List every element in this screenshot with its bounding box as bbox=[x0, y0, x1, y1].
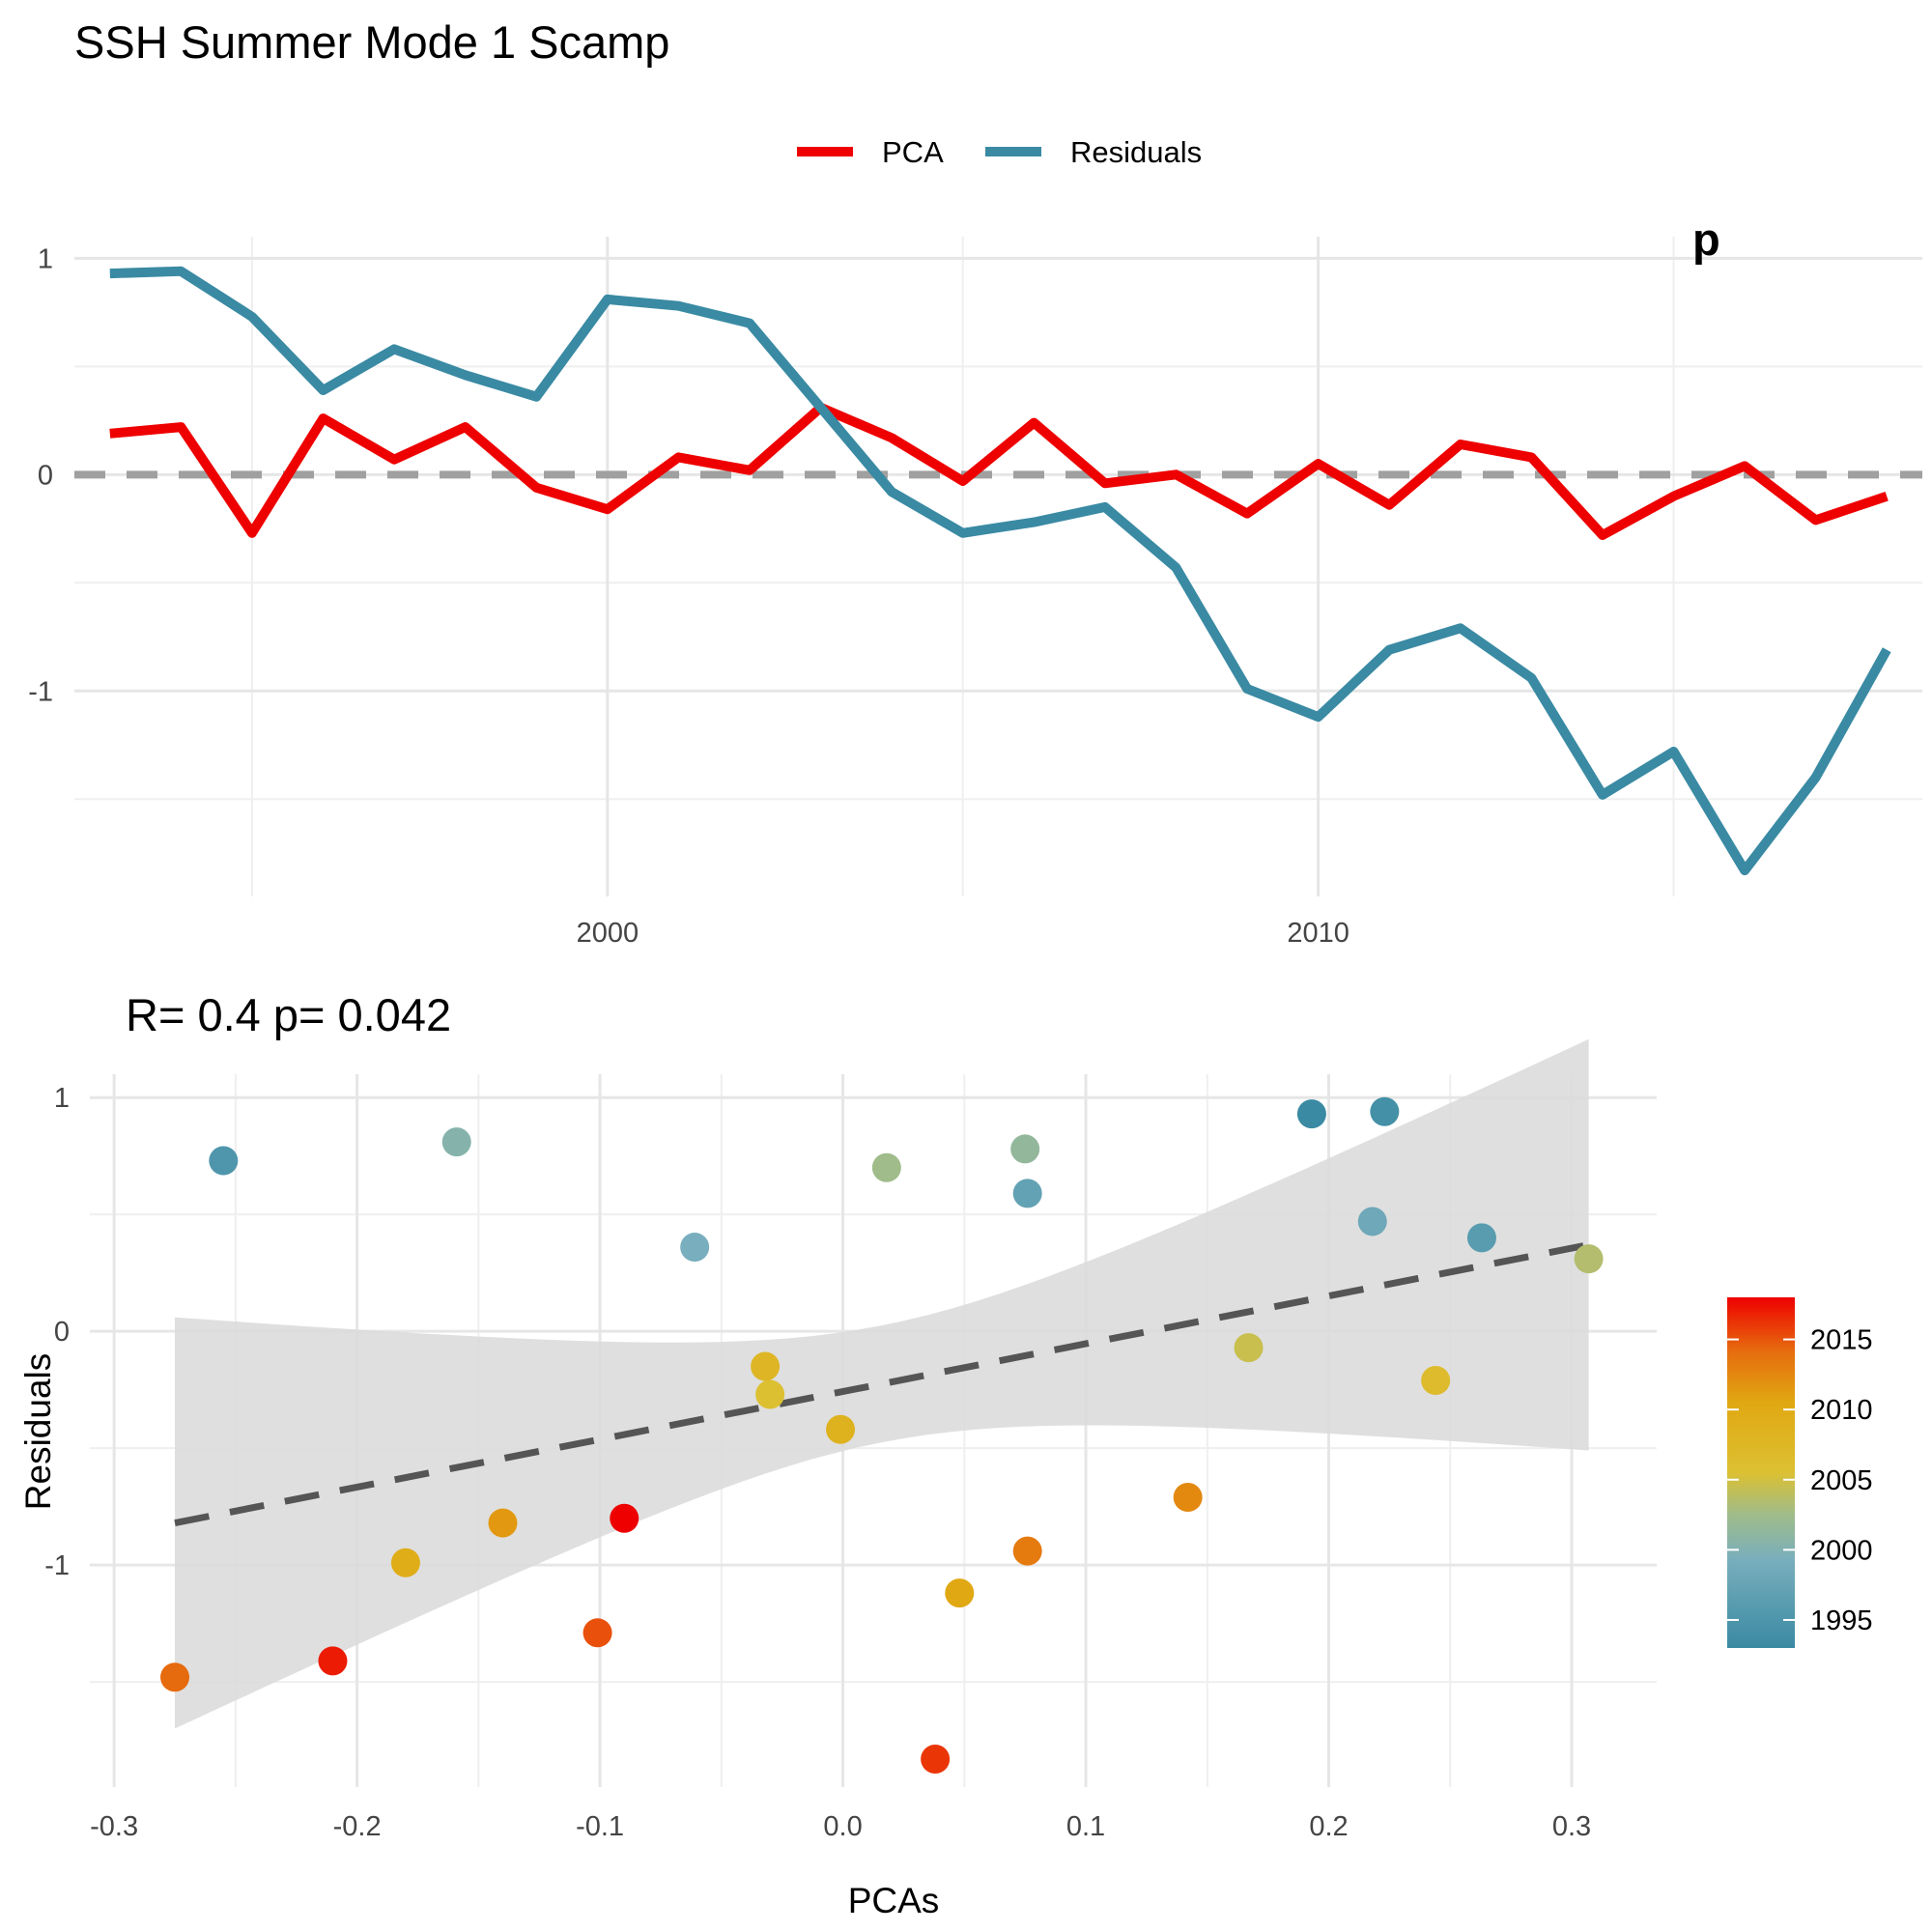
scatter-point bbox=[1574, 1244, 1604, 1274]
x-tick-label: 2010 bbox=[1287, 918, 1350, 949]
color-scale-label: 2000 bbox=[1810, 1535, 1873, 1566]
scatter-point bbox=[610, 1503, 639, 1533]
scatter-point bbox=[1173, 1482, 1203, 1512]
scatter-points bbox=[160, 1096, 1604, 1774]
color-scale-label: 2005 bbox=[1810, 1465, 1873, 1496]
color-scale-legend: 2015 2010 2005 2000 1995 bbox=[1727, 1297, 1873, 1648]
color-scale-label: 1995 bbox=[1810, 1605, 1873, 1636]
y-tick-label: 0 bbox=[38, 460, 53, 491]
color-scale-label: 2010 bbox=[1810, 1395, 1873, 1426]
scatter-subtitle: R= 0.4 p= 0.042 bbox=[126, 989, 451, 1040]
scatter-point bbox=[1234, 1333, 1264, 1363]
time-series-panel: 1 0 -1 2000 2010 p bbox=[28, 213, 1922, 949]
y-tick-label: -1 bbox=[44, 1550, 70, 1581]
top-gridlines bbox=[74, 237, 1922, 896]
series-lines bbox=[109, 266, 1891, 876]
scatter-point bbox=[1012, 1179, 1042, 1208]
scatter-point bbox=[390, 1548, 420, 1577]
scatter-point bbox=[826, 1414, 856, 1444]
scatter-point bbox=[1010, 1134, 1040, 1164]
legend-label-pca: PCA bbox=[882, 135, 944, 169]
scatter-point bbox=[441, 1127, 471, 1157]
y-tick-label: -1 bbox=[28, 676, 53, 707]
x-tick-label: 0.1 bbox=[1066, 1811, 1105, 1842]
legend-label-residuals: Residuals bbox=[1070, 135, 1202, 169]
color-scale-ticks: 2015 2010 2005 2000 1995 bbox=[1727, 1325, 1873, 1636]
scatter-point bbox=[1421, 1365, 1451, 1395]
scatter-point bbox=[755, 1379, 785, 1409]
y-tick-label: 0 bbox=[54, 1317, 70, 1348]
scatter-point bbox=[921, 1744, 951, 1774]
x-tick-label: -0.2 bbox=[333, 1811, 382, 1842]
trend-line bbox=[174, 1241, 1590, 1527]
scatter-point bbox=[871, 1152, 901, 1182]
scatter-point bbox=[1357, 1207, 1387, 1236]
confidence-band bbox=[175, 1038, 1589, 1729]
scatter-point bbox=[1296, 1099, 1326, 1129]
scatter-point bbox=[209, 1146, 239, 1176]
top-x-tick-labels: 2000 2010 bbox=[577, 918, 1350, 949]
scatter-point bbox=[751, 1351, 781, 1381]
scatter-point bbox=[1370, 1096, 1400, 1126]
x-tick-label: 2000 bbox=[577, 918, 639, 949]
color-scale-bar bbox=[1727, 1297, 1795, 1648]
scatter-panel: R= 0.4 p= 0.042 1 0 -1 -0.3 -0.2 -0.1 0.0 0.1 0… bbox=[18, 989, 1657, 1920]
scatter-point bbox=[488, 1508, 518, 1538]
y-axis-label: Residuals bbox=[18, 1353, 58, 1510]
x-tick-label: -0.3 bbox=[90, 1811, 138, 1842]
scatter-point bbox=[582, 1618, 612, 1648]
legend: PCA Residuals bbox=[797, 135, 1202, 169]
scatter-point bbox=[318, 1646, 348, 1676]
series-line-residuals bbox=[109, 266, 1891, 876]
x-tick-label: 0.0 bbox=[823, 1811, 862, 1842]
scatter-point bbox=[1012, 1536, 1042, 1566]
x-axis-label: PCAs bbox=[848, 1881, 940, 1920]
x-tick-label: 0.2 bbox=[1309, 1811, 1348, 1842]
x-tick-label: 0.3 bbox=[1552, 1811, 1591, 1842]
scatter-point bbox=[1466, 1223, 1496, 1253]
y-tick-label: 1 bbox=[54, 1083, 70, 1114]
scatter-y-tick-labels: 1 0 -1 bbox=[44, 1083, 70, 1581]
y-tick-label: 1 bbox=[38, 243, 53, 274]
series-line-pca bbox=[109, 402, 1889, 540]
scatter-point bbox=[945, 1578, 975, 1608]
chart-title: SSH Summer Mode 1 Scamp bbox=[74, 16, 669, 68]
x-tick-label: -0.1 bbox=[576, 1811, 624, 1842]
scatter-point bbox=[160, 1662, 190, 1692]
scatter-point bbox=[680, 1233, 710, 1263]
top-y-tick-labels: 1 0 -1 bbox=[28, 243, 53, 707]
scatter-x-tick-labels: -0.3 -0.2 -0.1 0.0 0.1 0.2 0.3 bbox=[90, 1811, 1591, 1842]
color-scale-label: 2015 bbox=[1810, 1325, 1873, 1356]
corner-annotation: p bbox=[1692, 213, 1720, 265]
